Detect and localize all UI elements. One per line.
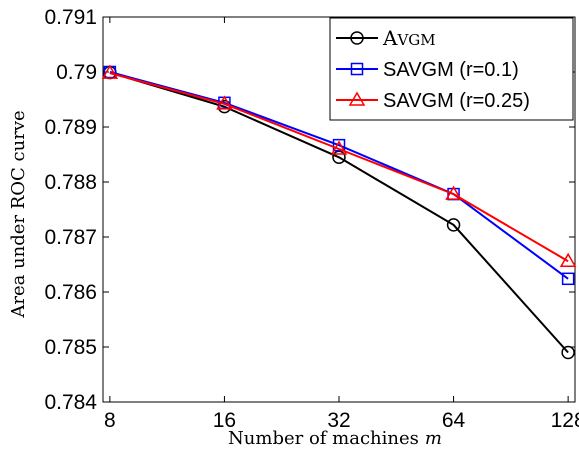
- data-point-triangle: [559, 252, 577, 267]
- x-tick-label: 32: [327, 409, 350, 432]
- series-line: [109, 71, 569, 354]
- x-axis-ticks: 8 16 32 64 128: [104, 17, 579, 432]
- series-line: [109, 71, 569, 280]
- x-tick-label: 64: [442, 409, 466, 432]
- data-point-square: [332, 138, 346, 152]
- x-tick-label: 128: [551, 409, 579, 432]
- legend-label-smallcaps: VGM: [396, 31, 435, 49]
- legend-item-2: SAVGM (r=0.1): [336, 59, 519, 81]
- data-point-circle: [561, 345, 575, 360]
- series-3: [101, 64, 577, 267]
- data-point-triangle: [445, 185, 462, 200]
- data-point-triangle: [216, 95, 233, 110]
- legend: AVGM SAVGM (r=0.1) SAVGM (r=0.25): [329, 17, 574, 121]
- legend-label: AVGM: [382, 26, 436, 50]
- series-layer: [101, 64, 577, 360]
- data-point-circle: [446, 218, 461, 232]
- series-line: [109, 72, 569, 263]
- legend-label-initial: A: [382, 26, 398, 50]
- x-tick-label: 8: [104, 409, 116, 432]
- y-tick-label: 0.791: [44, 6, 97, 29]
- data-point-square: [350, 62, 364, 76]
- y-tick-label: 0.784: [44, 391, 97, 414]
- x-axis-title-text: Number of machines: [228, 428, 419, 449]
- legend-label: SAVGM (r=0.25): [383, 90, 530, 112]
- data-point-triangle: [348, 91, 366, 106]
- y-tick-label: 0.786: [44, 281, 97, 304]
- y-tick-label: 0.785: [44, 336, 97, 359]
- legend-label: SAVGM (r=0.1): [383, 59, 519, 81]
- data-point-triangle: [330, 140, 348, 155]
- x-axis-title: Number of machines m: [228, 428, 442, 449]
- y-tick-label: 0.787: [44, 226, 97, 249]
- y-tick-label: 0.79: [56, 61, 97, 84]
- y-tick-label: 0.788: [44, 171, 97, 194]
- legend-item-3: SAVGM (r=0.25): [336, 90, 530, 112]
- y-tick-label: 0.789: [44, 116, 97, 139]
- data-point-circle: [350, 31, 364, 45]
- data-point-square: [561, 272, 575, 286]
- data-point-triangle: [101, 64, 119, 79]
- x-axis-title-variable: m: [425, 428, 442, 449]
- x-tick-label: 16: [213, 409, 236, 432]
- legend-item-1: AVGM: [336, 26, 436, 50]
- y-axis-ticks: 0.784 0.785 0.786 0.787 0.788 0.789 0.79 0.791: [44, 6, 575, 414]
- y-axis-title: Area under ROC curve: [8, 110, 29, 318]
